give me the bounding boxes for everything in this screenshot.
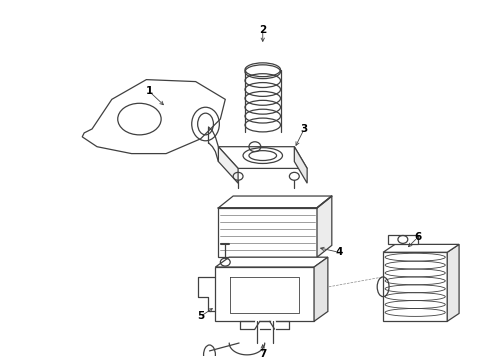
Polygon shape (216, 267, 314, 321)
Polygon shape (314, 257, 328, 321)
Text: 6: 6 (414, 233, 421, 243)
Polygon shape (383, 244, 459, 252)
Text: 7: 7 (259, 349, 267, 359)
Text: 5: 5 (197, 311, 204, 321)
Polygon shape (447, 244, 459, 321)
Polygon shape (82, 80, 225, 154)
Polygon shape (383, 252, 447, 321)
Polygon shape (317, 196, 332, 257)
Polygon shape (216, 257, 328, 267)
Text: 1: 1 (146, 86, 153, 96)
Polygon shape (219, 196, 332, 208)
Polygon shape (219, 147, 307, 168)
Polygon shape (219, 147, 238, 183)
Text: 4: 4 (335, 247, 343, 257)
Text: 2: 2 (259, 25, 267, 35)
Polygon shape (219, 208, 317, 257)
Text: 3: 3 (300, 124, 308, 134)
Polygon shape (294, 147, 307, 183)
Polygon shape (388, 234, 417, 244)
